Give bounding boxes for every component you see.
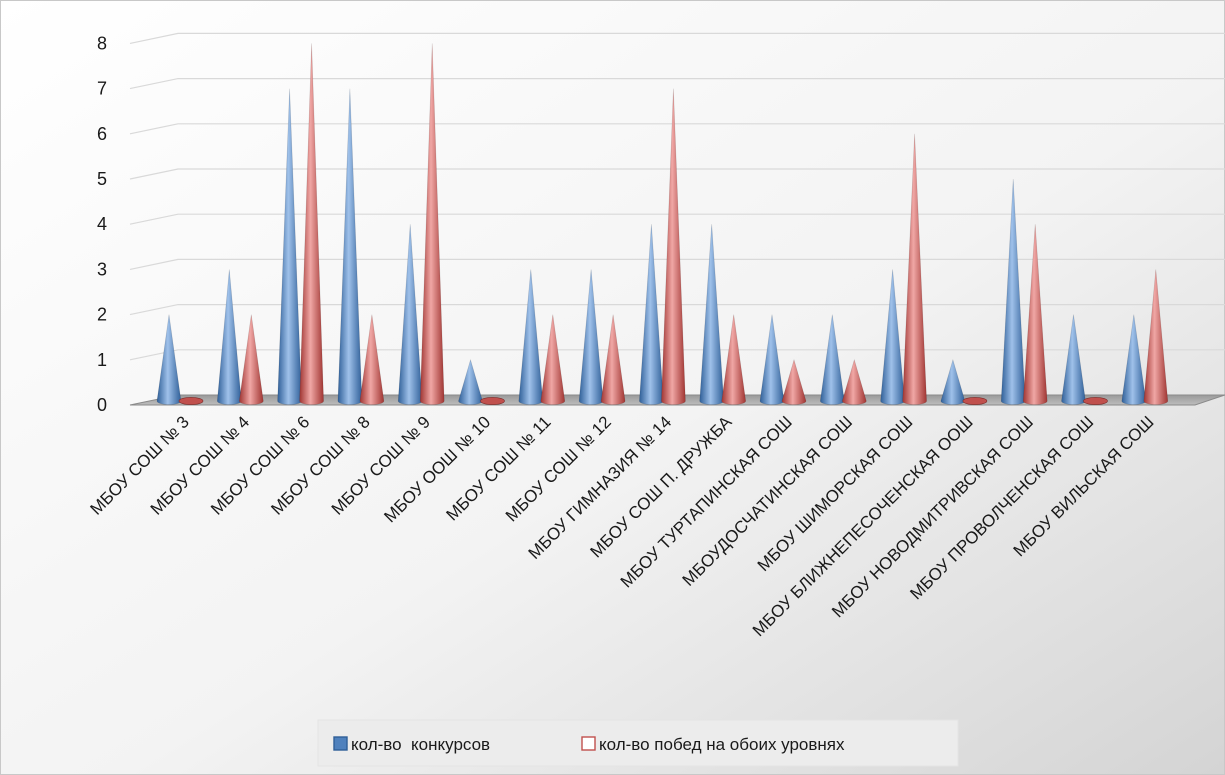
legend-item: кол-во побед на обоих уровнях — [581, 735, 845, 754]
data-cone-body — [661, 88, 686, 405]
data-cone — [721, 314, 747, 405]
data-cone — [238, 314, 264, 405]
gridline — [129, 168, 1225, 180]
data-cone — [902, 133, 927, 405]
y-tick-label: 6 — [97, 124, 107, 144]
data-cone — [841, 358, 867, 405]
gridline — [129, 349, 1225, 361]
data-cone-base — [480, 397, 505, 405]
y-tick-label: 7 — [97, 79, 107, 99]
data-cone — [1083, 397, 1108, 405]
legend-swatch — [581, 736, 596, 751]
y-tick-label: 0 — [97, 395, 107, 415]
y-axis-ticks: 0 1 2 3 4 5 6 7 8 — [97, 33, 107, 415]
y-tick-label: 1 — [97, 350, 107, 370]
data-cones — [156, 43, 1169, 405]
data-cone — [299, 43, 324, 405]
data-cone — [359, 314, 385, 405]
gridline — [129, 123, 1225, 135]
data-cone-base — [178, 397, 204, 405]
y-tick-label: 2 — [97, 305, 107, 325]
data-cone-base — [1083, 397, 1108, 405]
data-cone-body — [299, 43, 324, 405]
data-cone-body — [359, 314, 385, 405]
data-cone-body — [540, 314, 566, 405]
data-cone-body — [238, 314, 264, 405]
legend-label: кол-во побед на обоих уровнях — [599, 735, 845, 754]
data-cone — [1022, 224, 1048, 405]
data-cone-body — [841, 358, 867, 405]
data-cone-base — [962, 397, 988, 405]
data-cone — [480, 397, 505, 405]
gridline — [129, 32, 1225, 44]
legend-swatch — [333, 736, 348, 751]
data-cone-body — [1022, 224, 1048, 405]
data-cone-body — [902, 133, 927, 405]
data-cone — [540, 314, 566, 405]
data-cone-body — [1143, 269, 1169, 405]
legend-label: кол-во конкурсов — [351, 735, 490, 754]
data-cone — [962, 397, 988, 405]
data-cone-body — [600, 314, 626, 405]
gridline — [129, 213, 1225, 225]
y-tick-label: 8 — [97, 33, 107, 53]
data-cone-body — [781, 358, 807, 405]
y-tick-label: 3 — [97, 259, 107, 279]
data-cone-body — [419, 43, 445, 405]
legend: кол-во конкурсов кол-во побед на обоих ур… — [317, 719, 959, 767]
legend-box — [317, 719, 959, 767]
data-cone — [419, 43, 445, 405]
legend-item: кол-во конкурсов — [333, 735, 490, 754]
gridline — [129, 258, 1225, 270]
data-cone — [600, 314, 626, 405]
data-cone — [1143, 269, 1169, 405]
y-tick-label: 4 — [97, 214, 107, 234]
data-cone — [661, 88, 686, 405]
data-cone — [781, 358, 807, 405]
data-cone-body — [721, 314, 747, 405]
gridline — [129, 304, 1225, 316]
y-tick-label: 5 — [97, 169, 107, 189]
gridline — [129, 77, 1225, 90]
data-cone — [178, 397, 204, 405]
